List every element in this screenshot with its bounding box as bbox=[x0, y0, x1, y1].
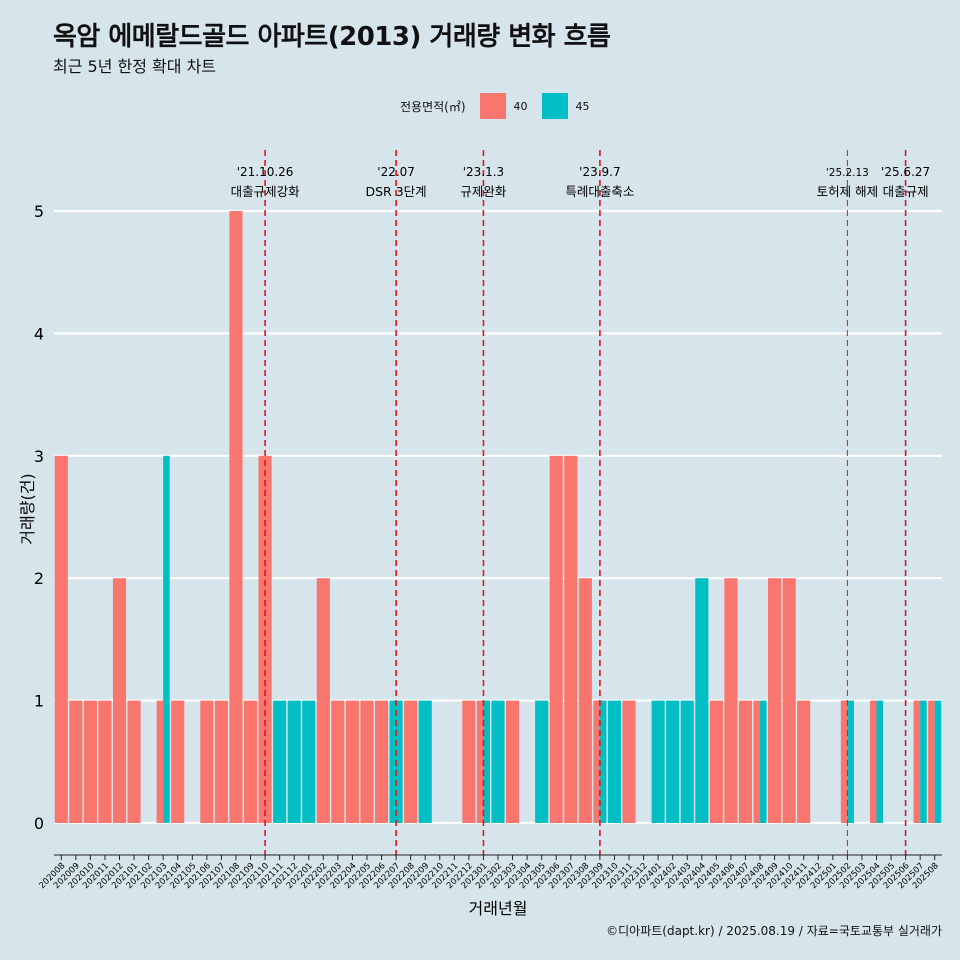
bar-45-202103 bbox=[163, 455, 170, 823]
bar-40-202206 bbox=[374, 700, 389, 823]
bar-45-202111 bbox=[273, 700, 287, 823]
bar-45-202302 bbox=[491, 700, 505, 823]
bar-45-202112 bbox=[287, 700, 301, 823]
bar-40-202008 bbox=[54, 455, 68, 823]
chart-title: 옥암 에메랄드골드 아파트(2013) 거래량 변화 흐름 bbox=[53, 22, 611, 52]
bar-40-202301 bbox=[476, 700, 484, 823]
annotation-date: '21.10.26 bbox=[237, 165, 294, 179]
bar-40-202502 bbox=[840, 700, 848, 823]
y-tick-label: 2 bbox=[34, 569, 44, 588]
bar-45-202402 bbox=[666, 700, 680, 823]
bar-40-202012 bbox=[112, 578, 127, 823]
bar-40-202508 bbox=[928, 700, 935, 823]
bar-40-202303 bbox=[506, 700, 520, 823]
bar-45-202305 bbox=[535, 700, 549, 823]
bar-40-202410 bbox=[782, 578, 796, 823]
legend-label-40: 40 bbox=[513, 99, 528, 113]
bar-45-202404 bbox=[695, 578, 709, 823]
x-axis-label: 거래년월 bbox=[469, 899, 528, 918]
annotation-date: '23.9.7 bbox=[579, 165, 620, 179]
bar-45-202507 bbox=[920, 700, 927, 823]
bar-45-202403 bbox=[680, 700, 694, 823]
bar-40-202009 bbox=[69, 700, 83, 823]
legend-key-45 bbox=[541, 93, 568, 119]
bar-40-202411 bbox=[797, 700, 811, 823]
annotation-label: 대출규제강화 bbox=[231, 184, 301, 199]
bars bbox=[54, 211, 942, 823]
bar-45-202209 bbox=[418, 700, 432, 823]
bar-40-202011 bbox=[98, 700, 112, 823]
bar-40-202409 bbox=[768, 578, 782, 823]
footer-credit: ©디아파트(dapt.kr) / 2025.08.19 / 자료=국토교통부 실… bbox=[606, 924, 942, 938]
legend-label-45: 45 bbox=[575, 99, 590, 113]
bar-40-202108 bbox=[229, 211, 243, 823]
bar-40-202101 bbox=[127, 700, 141, 823]
bar-45-202408 bbox=[760, 700, 767, 823]
bar-40-202106 bbox=[200, 700, 214, 823]
bar-40-202307 bbox=[564, 455, 578, 823]
bar-40-202405 bbox=[709, 700, 723, 823]
bar-40-202408 bbox=[753, 700, 761, 823]
chart-subtitle: 최근 5년 한정 확대 차트 bbox=[53, 57, 217, 76]
y-tick-label: 3 bbox=[34, 447, 44, 466]
bar-40-202308 bbox=[578, 578, 592, 823]
bar-45-202504 bbox=[876, 700, 884, 823]
bar-45-202201 bbox=[302, 700, 316, 823]
legend-key-40 bbox=[479, 93, 506, 119]
bar-40-202104 bbox=[171, 700, 185, 823]
bar-40-202504 bbox=[869, 700, 877, 823]
bar-45-202301 bbox=[483, 700, 490, 823]
bar-45-202508 bbox=[934, 700, 942, 823]
annotation-date: '23.1.3 bbox=[463, 165, 504, 179]
bar-40-202107 bbox=[214, 700, 228, 823]
y-tick-label: 5 bbox=[34, 202, 44, 221]
y-tick-label: 0 bbox=[34, 814, 44, 833]
annotation-label: 규제완화 bbox=[460, 184, 507, 199]
bar-40-202507 bbox=[913, 700, 921, 823]
bar-40-202306 bbox=[549, 455, 563, 823]
bar-40-202311 bbox=[622, 700, 636, 823]
y-tick-label: 1 bbox=[34, 692, 44, 711]
annotation-date: '25.6.27 bbox=[881, 165, 930, 179]
policy-annotations: '21.10.26 대출규제강화 '22.07 DSR 3단계 '23.1.3 규제완화 '… bbox=[231, 150, 930, 855]
bar-40-202110 bbox=[258, 455, 272, 823]
bar-45-202310 bbox=[607, 700, 622, 823]
annotation-label: 특례대출축소 bbox=[565, 184, 634, 199]
bar-40-202309 bbox=[593, 700, 600, 823]
annotation-label: DSR 3단계 bbox=[366, 184, 427, 199]
bar-40-202203 bbox=[331, 700, 345, 823]
bar-40-202208 bbox=[404, 700, 418, 823]
annotation-label: 토허제 해제 bbox=[817, 184, 878, 199]
y-tick-label: 4 bbox=[34, 324, 44, 343]
bar-40-202212 bbox=[462, 700, 476, 823]
axes: 0123452020082020092020102020112020122021… bbox=[34, 202, 942, 891]
bar-40-202010 bbox=[83, 700, 97, 823]
bar-40-202205 bbox=[360, 700, 374, 823]
bar-40-202202 bbox=[316, 578, 330, 823]
legend-title: 전용면적(㎡) bbox=[400, 99, 466, 114]
annotation-date: '25.2.13 bbox=[826, 167, 869, 179]
bar-40-202109 bbox=[243, 700, 258, 823]
annotation-label: 대출규제 bbox=[883, 184, 929, 199]
y-axis-label: 거래량(건) bbox=[18, 473, 37, 544]
bar-45-202401 bbox=[651, 700, 665, 823]
bar-40-202204 bbox=[345, 700, 359, 823]
bar-45-202309 bbox=[599, 700, 607, 823]
legend: 전용면적(㎡) 40 45 bbox=[400, 93, 590, 119]
annotation-date: '22.07 bbox=[377, 165, 415, 179]
bar-40-202407 bbox=[738, 700, 753, 823]
bar-40-202406 bbox=[724, 578, 738, 823]
bar-45-202502 bbox=[847, 700, 854, 823]
bar-40-202103 bbox=[156, 700, 164, 823]
